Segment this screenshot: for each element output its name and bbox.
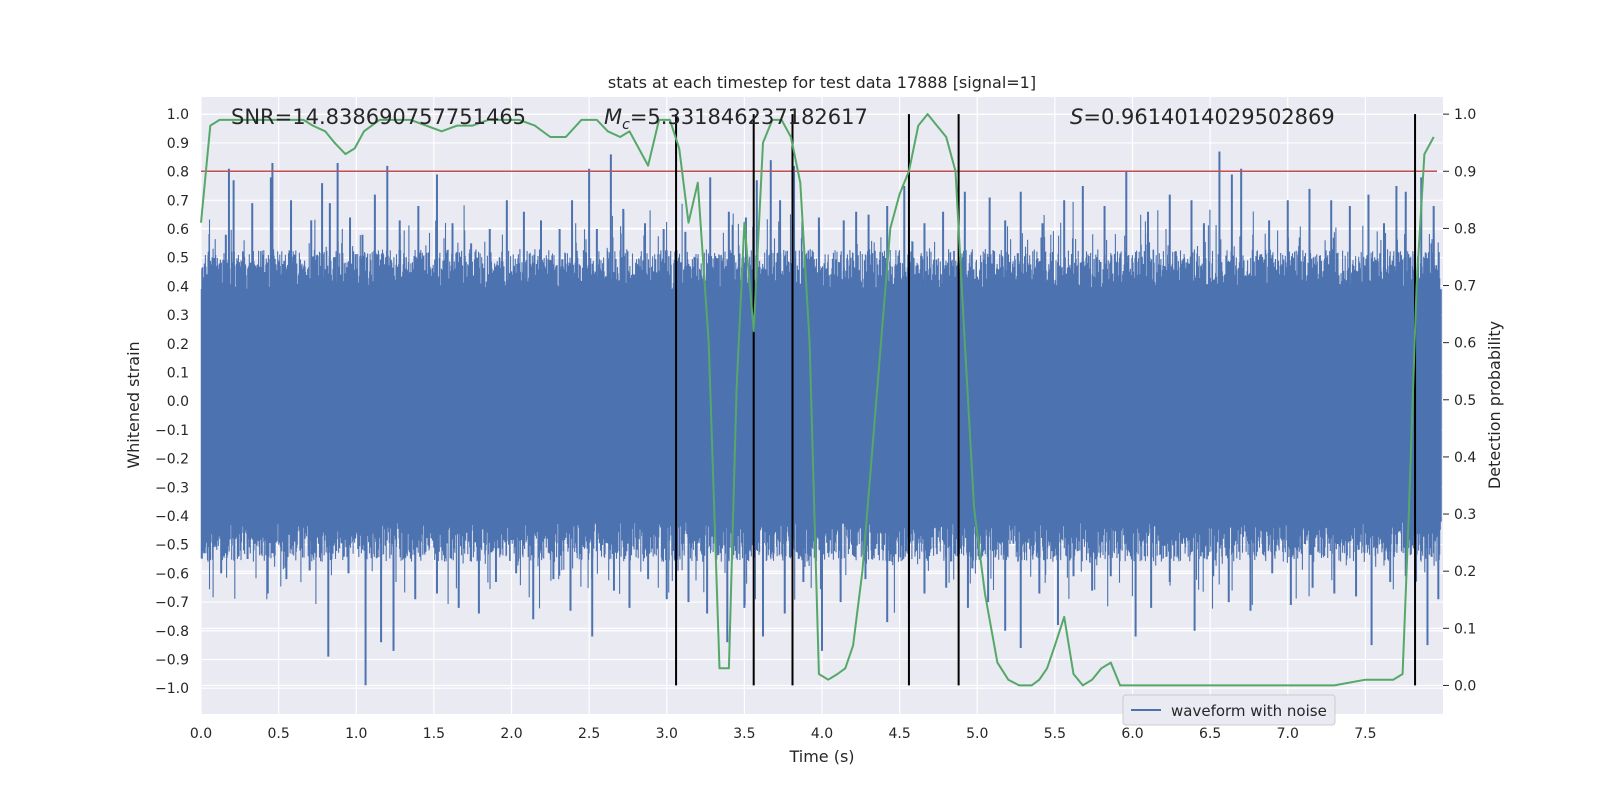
- y-right-tick-label: 0.5: [1454, 393, 1476, 409]
- x-tick-label: 7.5: [1354, 726, 1376, 742]
- x-tick-label: 5.0: [966, 726, 988, 742]
- x-tick-label: 1.5: [423, 726, 445, 742]
- detection-probability-line: [200, 113, 1435, 687]
- y-left-tick-label: 1.0: [167, 107, 189, 123]
- y-left-tick-label: −0.9: [155, 652, 189, 668]
- x-tick-label: 0.0: [190, 726, 212, 742]
- x-tick-label: 0.5: [267, 726, 289, 742]
- y-left-tick-label: 0.5: [167, 251, 189, 267]
- x-tick-label: 6.0: [1121, 726, 1143, 742]
- y-left-tick-label: −0.3: [155, 480, 189, 496]
- y-left-tick-label: 0.2: [167, 337, 189, 353]
- x-tick-label: 5.5: [1044, 726, 1066, 742]
- waveform-series: [200, 151, 1442, 686]
- y-right-tick-label: 0.7: [1454, 279, 1476, 295]
- y-left-tick-label: −0.7: [155, 595, 189, 611]
- x-tick-label: 4.0: [811, 726, 833, 742]
- x-tick-label: 1.0: [345, 726, 367, 742]
- s-annotation: S=0.9614014029502869: [1070, 105, 1335, 129]
- left-y-ticks: 1.0 0.9 0.8 0.7 0.6 0.5 0.4 0.3 0.2 0.1 0.0 −0.1 −0.…: [155, 107, 189, 697]
- y-left-tick-label: 0.0: [167, 394, 189, 410]
- x-ticks: 0.0 0.5 1.0 1.5 2.0 2.5 3.0 3.5 4.0 4.5 5.0 5.5 6.0 6…: [190, 726, 1377, 742]
- x-tick-label: 2.5: [578, 726, 600, 742]
- x-axis-label: Time (s): [788, 747, 854, 766]
- x-tick-label: 4.5: [888, 726, 910, 742]
- y-axis-label-left: Whitened strain: [124, 341, 143, 468]
- x-tick-label: 7.0: [1277, 726, 1299, 742]
- s-symbol: S: [1070, 105, 1083, 129]
- y-left-tick-label: 0.1: [167, 365, 189, 381]
- waveform-core: [201, 289, 1442, 522]
- y-left-tick-label: −0.2: [155, 452, 189, 468]
- y-axis-label-right: Detection probability: [1485, 321, 1504, 489]
- x-tick-label: 3.5: [733, 726, 755, 742]
- y-right-tick-label: 0.9: [1454, 164, 1476, 180]
- y-left-tick-label: −1.0: [155, 681, 189, 697]
- legend-box: [1122, 694, 1336, 726]
- s-value: =0.9614014029502869: [1083, 105, 1334, 129]
- y-left-tick-label: −0.6: [155, 566, 189, 582]
- y-right-tick-label: 0.8: [1454, 221, 1476, 237]
- legend-label: waveform with noise: [1171, 702, 1327, 720]
- mc-annotation: Mc=5.331846237182617: [604, 105, 868, 133]
- y-right-tick-label: 0.2: [1454, 564, 1476, 580]
- y-right-tick-label: 0.0: [1454, 678, 1476, 694]
- event-lines: [675, 114, 1417, 686]
- y-left-tick-label: −0.1: [155, 423, 189, 439]
- y-left-tick-label: 0.6: [167, 222, 189, 238]
- mc-subscript: c: [622, 117, 630, 133]
- y-right-tick-label: 0.6: [1454, 336, 1476, 352]
- mc-value: =5.331846237182617: [630, 105, 868, 129]
- mc-symbol: M: [604, 105, 622, 129]
- snr-annotation: SNR=14.838690757751465: [231, 105, 526, 129]
- y-left-tick-label: 0.7: [167, 193, 189, 209]
- chart-title: stats at each timestep for test data 178…: [608, 73, 1036, 92]
- y-left-tick-label: 0.9: [167, 136, 189, 152]
- y-right-tick-label: 0.3: [1454, 507, 1476, 523]
- y-left-tick-label: −0.8: [155, 624, 189, 640]
- y-right-tick-label: 0.4: [1454, 450, 1476, 466]
- y-left-tick-label: 0.8: [167, 165, 189, 181]
- x-tick-label: 2.0: [500, 726, 522, 742]
- x-tick-label: 6.5: [1199, 726, 1221, 742]
- y-right-tick-label: 1.0: [1454, 107, 1476, 123]
- x-tick-label: 3.0: [656, 726, 678, 742]
- y-right-tick-label: 0.1: [1454, 621, 1476, 637]
- legend: waveform with noise: [1122, 694, 1336, 726]
- y-left-tick-label: −0.5: [155, 538, 189, 554]
- y-left-tick-label: 0.4: [167, 279, 189, 295]
- y-left-tick-label: 0.3: [167, 308, 189, 324]
- probability-series: [200, 113, 1435, 687]
- right-y-ticks: 1.0 0.9 0.8 0.7 0.6 0.5 0.4 0.3 0.2 0.1 0.0: [1443, 107, 1476, 694]
- y-left-tick-label: −0.4: [155, 509, 189, 525]
